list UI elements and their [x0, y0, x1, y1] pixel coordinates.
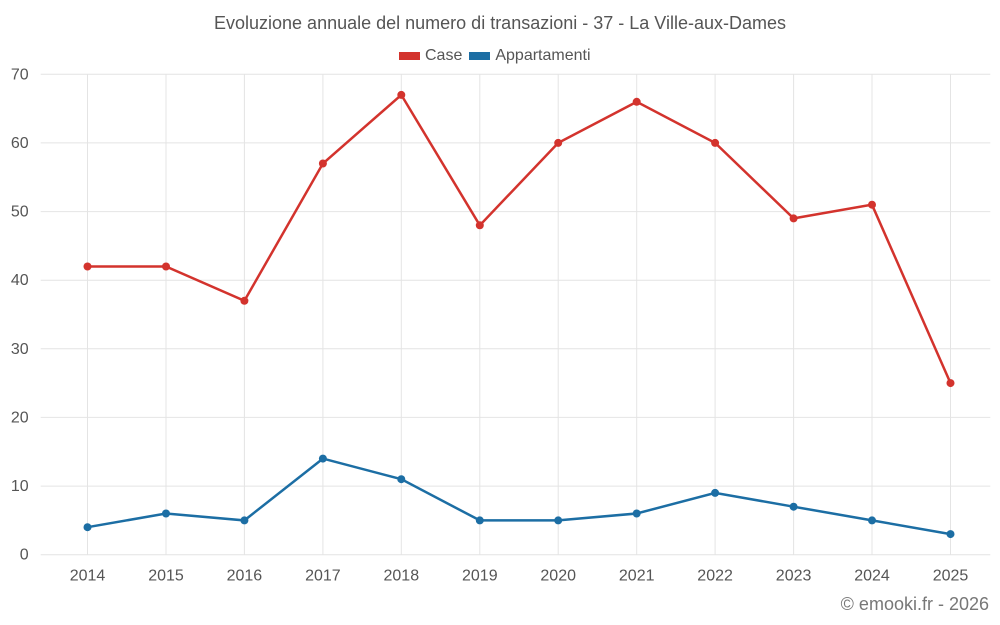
svg-text:2025: 2025 — [933, 568, 969, 585]
svg-text:30: 30 — [11, 341, 29, 358]
svg-text:50: 50 — [11, 204, 29, 221]
svg-text:70: 70 — [11, 66, 29, 83]
svg-text:2014: 2014 — [70, 568, 106, 585]
svg-text:2023: 2023 — [776, 568, 812, 585]
svg-text:0: 0 — [20, 547, 29, 564]
svg-text:2020: 2020 — [540, 568, 576, 585]
svg-text:2015: 2015 — [148, 568, 184, 585]
svg-text:10: 10 — [11, 478, 29, 495]
svg-text:2016: 2016 — [227, 568, 263, 585]
svg-text:2021: 2021 — [619, 568, 655, 585]
svg-text:20: 20 — [11, 409, 29, 426]
svg-text:60: 60 — [11, 135, 29, 152]
svg-text:2019: 2019 — [462, 568, 498, 585]
svg-text:40: 40 — [11, 272, 29, 289]
svg-text:2017: 2017 — [305, 568, 341, 585]
svg-text:2022: 2022 — [697, 568, 733, 585]
svg-text:2024: 2024 — [854, 568, 890, 585]
svg-text:2018: 2018 — [384, 568, 420, 585]
